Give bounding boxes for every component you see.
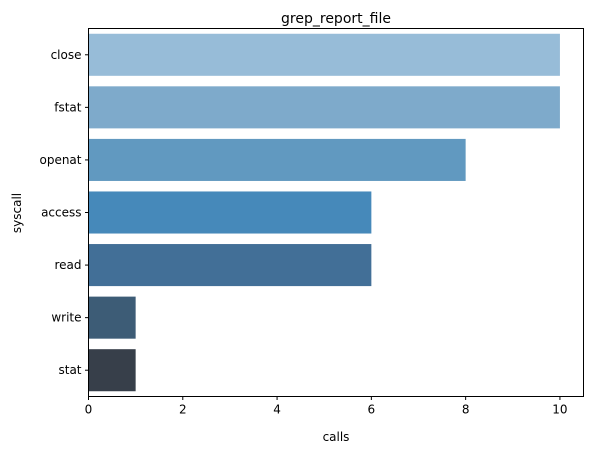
x-tick-label-2: 2 — [179, 403, 187, 417]
bar-openat — [88, 138, 466, 181]
x-tick-label-6: 6 — [368, 403, 376, 417]
y-tick-label-read: read — [54, 258, 81, 272]
x-tick-label-0: 0 — [85, 403, 93, 417]
bar-close — [88, 33, 560, 76]
bar-read — [88, 244, 372, 287]
chart-title: grep_report_file — [281, 11, 391, 27]
bar-stat — [88, 349, 136, 392]
bars-layer — [88, 33, 560, 392]
y-axis-ticks: close fstat openat access read write stat — [39, 48, 89, 377]
x-tick-label-10: 10 — [552, 403, 567, 417]
y-tick-label-stat: stat — [58, 363, 81, 377]
y-tick-label-write: write — [51, 311, 81, 325]
bar-fstat — [88, 86, 560, 129]
y-tick-label-fstat: fstat — [54, 100, 82, 114]
y-tick-label-access: access — [41, 206, 81, 220]
y-axis-label: syscall — [10, 193, 24, 233]
x-tick-label-8: 8 — [462, 403, 470, 417]
x-tick-label-4: 4 — [273, 403, 281, 417]
x-axis-ticks: 0 2 4 6 8 10 — [85, 396, 568, 417]
y-tick-label-openat: openat — [39, 153, 81, 167]
bar-write — [88, 296, 136, 339]
y-tick-label-close: close — [51, 48, 82, 62]
x-axis-label: calls — [323, 430, 350, 444]
bar-access — [88, 191, 372, 234]
plot-frame — [88, 28, 584, 397]
